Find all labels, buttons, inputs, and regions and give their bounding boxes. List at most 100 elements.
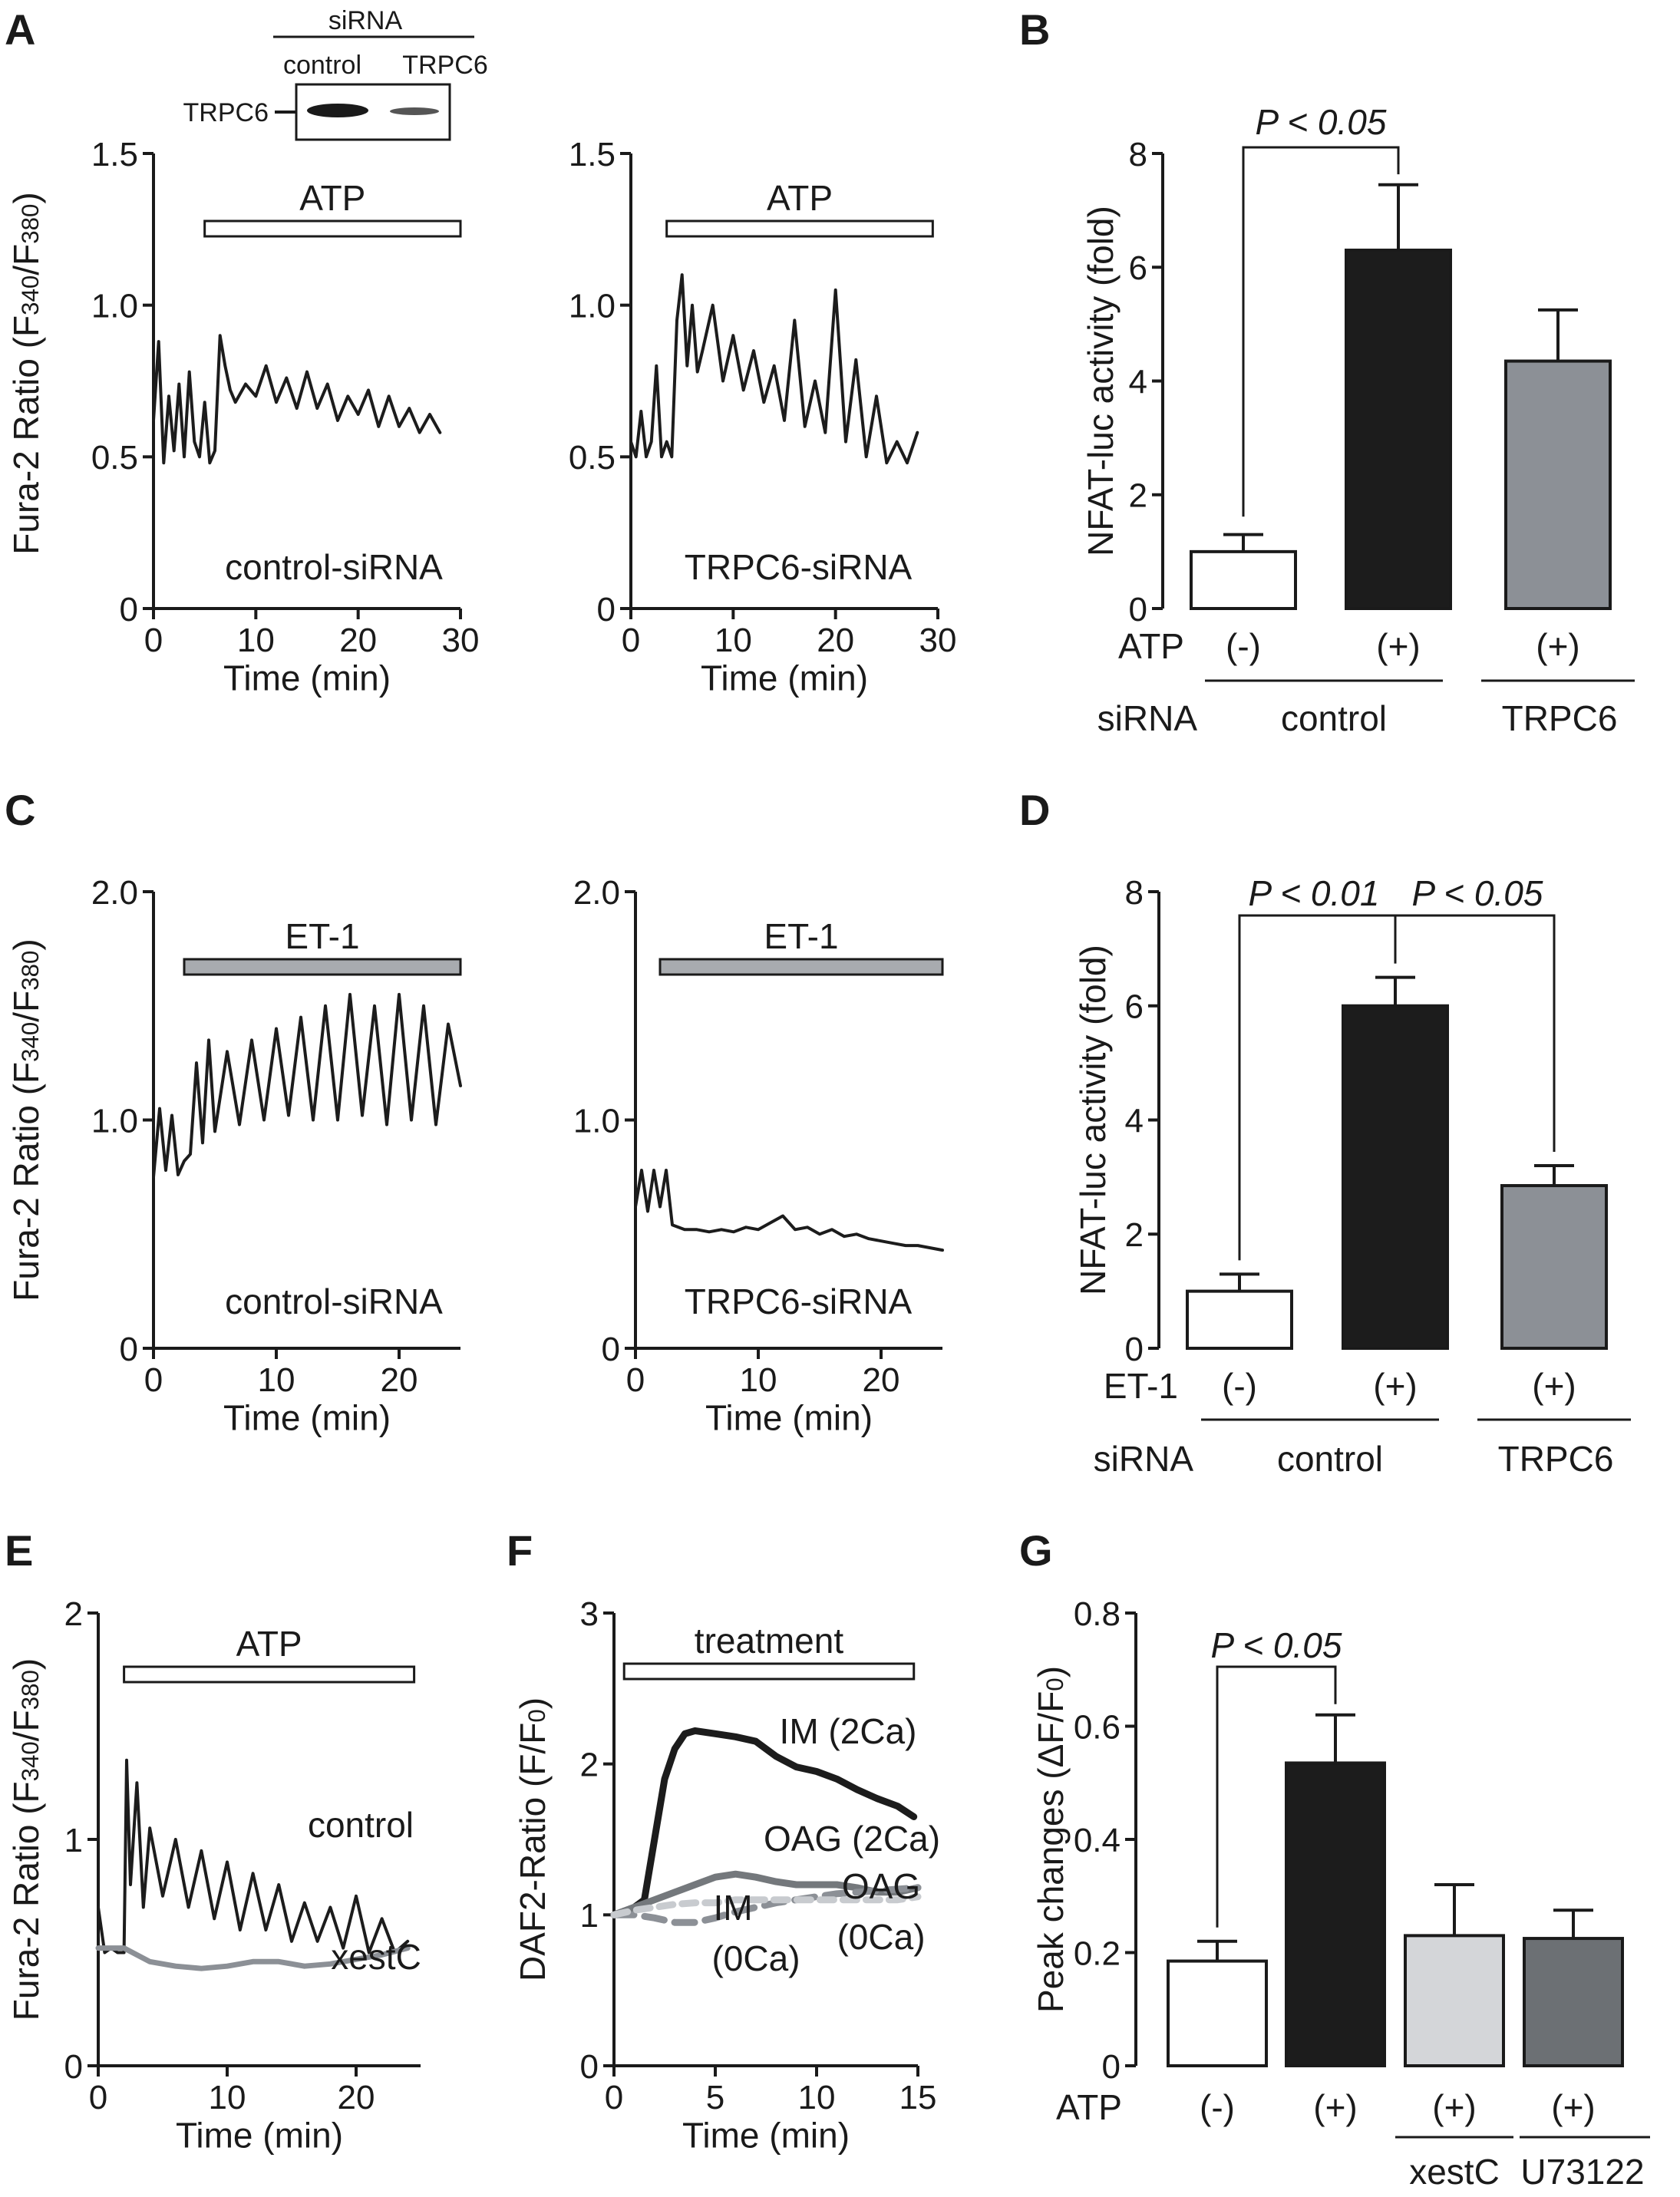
y-tick-label: 1.0 [569, 288, 616, 325]
group-label-trpc6: TRPC6 [1498, 1439, 1614, 1479]
group-label-xestc: xestC [1409, 2152, 1500, 2192]
panel-letter-d: D [1019, 786, 1050, 834]
trace-label-control: control [308, 1805, 414, 1845]
y-tick-label: 8 [1129, 136, 1147, 173]
x-tick-label: 20 [817, 622, 854, 659]
x-tick-label: 0 [144, 1361, 163, 1399]
trace-control [97, 1758, 410, 1955]
y-tick-label: 8 [1125, 874, 1144, 912]
row-label-treatment: ATP [1118, 626, 1184, 666]
y-tick-label: 0 [1125, 1331, 1144, 1368]
treatment-bar-label: ATP [767, 178, 833, 218]
y-tick-label: 2.0 [573, 874, 620, 912]
bar-category-label: (+) [1432, 2087, 1477, 2127]
significance-label-2: P < 0.05 [1412, 873, 1543, 913]
x-tick-label: 20 [339, 622, 377, 659]
y-tick-label: 0 [1102, 2048, 1121, 2086]
panel-letter-f: F [507, 1526, 533, 1575]
treatment-bar-label: ET-1 [285, 916, 359, 956]
significance-bracket [1216, 1665, 1337, 1928]
bar-category-label: (+) [1532, 1366, 1576, 1406]
significance-label: P < 0.05 [1256, 102, 1387, 142]
y-tick-label: 2.0 [91, 874, 138, 912]
y-axis-label: NFAT-luc activity (fold) [1073, 945, 1113, 1295]
bar [1285, 1761, 1386, 2067]
significance-label: P < 0.05 [1211, 1625, 1342, 1665]
y-axis-label: DAF2-Ratio (F/F0) [513, 1697, 553, 1981]
y-tick-label: 1.5 [91, 136, 138, 173]
x-tick-label: 10 [740, 1361, 777, 1399]
panel-letter-g: G [1019, 1526, 1053, 1575]
row-label-sirna: siRNA [1097, 698, 1198, 738]
trace-label-im-0ca-sub: (0Ca) [711, 1938, 800, 1978]
panel-letter-c: C [5, 786, 35, 834]
x-axis-label: Time (min) [701, 658, 868, 698]
y-tick-label: 0 [1129, 591, 1147, 628]
x-tick-label: 10 [715, 622, 752, 659]
y-axis-label: Fura-2 Ratio (F340/F380) [6, 939, 46, 1301]
y-tick-label: 0 [597, 591, 616, 628]
y-tick-label: 2 [1125, 1216, 1144, 1254]
y-tick-label: 0 [580, 2048, 599, 2086]
bar-category-label: (+) [1373, 1366, 1418, 1406]
y-tick-label: 4 [1125, 1102, 1144, 1140]
panel-letter-a: A [5, 5, 35, 54]
y-tick-label: 2 [1129, 477, 1147, 515]
x-axis-label: Time (min) [705, 1397, 873, 1437]
treatment-bar [658, 958, 944, 976]
row-label-sirna: siRNA [1094, 1439, 1194, 1479]
x-tick-label: 0 [89, 2079, 107, 2116]
bar [1342, 1004, 1449, 1350]
y-tick-label: 2 [64, 1595, 83, 1633]
treatment-bar-label: ET-1 [764, 916, 838, 956]
panel-letter-e: E [5, 1526, 33, 1575]
trace-label-oag-2ca: OAG (2Ca) [764, 1819, 940, 1859]
x-axis-label: Time (min) [682, 2115, 850, 2155]
y-tick-label: 1.5 [569, 136, 616, 173]
y-tick-label: 0.5 [91, 439, 138, 477]
treatment-bar [665, 219, 934, 238]
trace-xestc [95, 1945, 411, 1971]
bar-category-label: (+) [1551, 2087, 1596, 2127]
x-tick-label: 0 [626, 1361, 645, 1399]
bar-category-label: (-) [1200, 2087, 1235, 2127]
group-label-trpc6: TRPC6 [1502, 698, 1618, 738]
panel-letters: A B C D E F G [5, 5, 1053, 1575]
treatment-bar [123, 1665, 416, 1684]
y-tick-label: 6 [1125, 988, 1144, 1026]
trace-im-2ca- [610, 1727, 918, 1918]
y-axis-label: NFAT-luc activity (fold) [1081, 206, 1121, 556]
row-label-treatment: ET-1 [1104, 1366, 1178, 1406]
bar [1186, 1289, 1293, 1350]
x-tick-label: 0 [144, 622, 163, 659]
trace-oag-0ca- [610, 1893, 922, 1918]
trace-label-oag-0ca: OAG [842, 1866, 920, 1906]
x-tick-label: 10 [258, 1361, 295, 1399]
panel-d-bar-chart: 0 2 4 6 8 NFAT-luc activity (fold) (-) (+) (+) ET… [1073, 873, 1631, 1479]
y-tick-label: 0.8 [1074, 1595, 1121, 1633]
western-blot-inset: siRNA control TRPC6 TRPC6 [183, 6, 488, 141]
bar [1500, 1184, 1608, 1350]
y-tick-label: 2 [580, 1747, 599, 1784]
bar-category-label: (+) [1536, 626, 1580, 666]
bar [1523, 1937, 1624, 2067]
x-tick-label: 10 [798, 2079, 836, 2116]
blot-lane-trpc6: TRPC6 [402, 51, 487, 80]
y-tick-label: 1.0 [573, 1102, 620, 1140]
blot-lane-control: control [283, 51, 361, 80]
y-tick-label: 1 [64, 1822, 83, 1859]
blot-band-trpc6 [390, 107, 439, 115]
bar-category-label: (+) [1313, 2087, 1358, 2127]
bar-category-label: (-) [1222, 1366, 1257, 1406]
trace-label-im-0ca: IM [713, 1888, 752, 1928]
trace-label-oag-0ca-sub: (0Ca) [837, 1917, 925, 1957]
treatment-bar [622, 1662, 916, 1681]
treatment-bar-label: ATP [236, 1624, 302, 1664]
x-tick-label: 0 [622, 622, 640, 659]
treatment-bar-label: treatment [695, 1621, 844, 1661]
y-tick-label: 3 [580, 1595, 599, 1633]
blot-band-label: TRPC6 [183, 98, 269, 127]
trace-trpc6-sirna [634, 1169, 944, 1252]
bar [1190, 549, 1297, 610]
